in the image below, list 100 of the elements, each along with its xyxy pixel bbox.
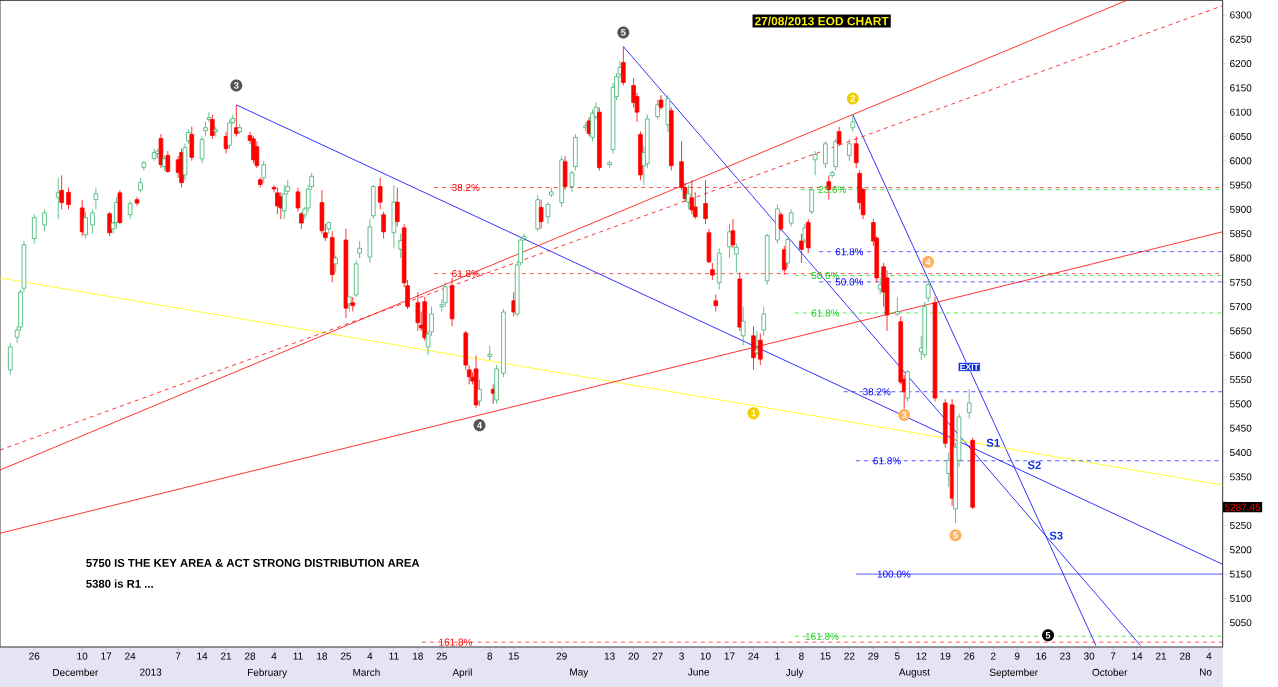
y-tick-label: 5400 [1230, 448, 1252, 457]
x-tick-label: 29 [868, 652, 879, 660]
x-tick-label: 25 [436, 652, 447, 660]
annotation: S2 [1027, 461, 1041, 470]
candlestick [658, 94, 664, 111]
x-tick-label: 15 [820, 652, 831, 660]
text: June [687, 668, 709, 676]
annotation: 38.2% [452, 183, 480, 192]
y-tick-label: 6100 [1230, 108, 1252, 116]
y-tick-label: 5750 [1230, 278, 1252, 286]
y-tick-label: 5550 [1230, 376, 1252, 384]
candlestick [477, 379, 482, 407]
y-tick-label: 6200 [1230, 60, 1252, 68]
candlestick [809, 187, 814, 215]
candlestick [734, 243, 739, 274]
text: March [353, 668, 380, 676]
y-tick-label: 6150 [1230, 84, 1252, 92]
candlestick [778, 211, 784, 232]
x-tick-label: 15 [508, 652, 519, 660]
candlestick [83, 211, 88, 239]
candlestick [785, 235, 791, 269]
annotation: 3 [233, 82, 239, 89]
x-tick-label: 10 [700, 652, 711, 660]
x-tick-label: 23 [1060, 652, 1071, 660]
x-tick-label: 8 [799, 652, 804, 660]
candlestick [545, 201, 551, 225]
annotation: S3 [1049, 531, 1063, 540]
annotation: 50.0% [835, 278, 864, 286]
candlestick [295, 187, 301, 213]
y-tick-label: 5900 [1230, 205, 1252, 213]
x-tick-label: 14 [197, 652, 208, 660]
x-tick-label: 30 [1083, 652, 1095, 660]
candlestick [925, 279, 931, 303]
x-tick-label: 4 [1206, 652, 1212, 660]
x-tick-label: 22 [844, 652, 855, 660]
annotation: 161.8% [439, 638, 473, 646]
candlestick [966, 388, 972, 419]
text: July [785, 668, 804, 678]
annotation: 1 [751, 409, 756, 417]
candlestick [90, 209, 95, 235]
y-tick-label: 5450 [1230, 424, 1252, 432]
x-tick-label: 12 [916, 652, 927, 660]
text: December [53, 668, 99, 676]
annotation: EXIT [960, 363, 979, 370]
candlestick [853, 136, 859, 169]
annotation: 4 [477, 422, 483, 429]
candlestick [254, 140, 260, 169]
x-tick-label: 16 [1036, 652, 1047, 660]
x-tick-label: 14 [1132, 652, 1143, 660]
annotation: 2 [850, 95, 855, 102]
candlestick [621, 46, 626, 86]
x-tick-label: 7 [1110, 652, 1116, 660]
candlestick [802, 223, 808, 244]
candlestick [758, 332, 763, 366]
x-tick-label: 17 [101, 652, 112, 660]
candlestick [823, 140, 828, 169]
x-tick-label: 4 [271, 652, 277, 660]
x-tick-label: 10 [77, 652, 88, 660]
x-tick-label: 20 [628, 652, 639, 660]
candlestick [381, 211, 386, 239]
text: August [898, 668, 930, 678]
candlestick [487, 345, 493, 361]
candlestick [278, 191, 284, 220]
x-tick-label: 9 [1014, 652, 1020, 660]
candlestick [377, 177, 383, 210]
y-tick-label: 6250 [1230, 35, 1252, 43]
text: May [570, 668, 589, 678]
y-tick-label: 5200 [1230, 546, 1252, 554]
x-tick-label: 18 [317, 652, 328, 660]
candlestick [134, 196, 140, 206]
x-tick-label: 29 [556, 652, 567, 660]
x-tick-label: 21 [221, 652, 232, 660]
text: No [1200, 668, 1212, 676]
y-tick-label: 6300 [1230, 11, 1252, 19]
annotation: 61.8% [835, 248, 864, 256]
candlestick [107, 211, 112, 237]
annotation: 38.2% [863, 388, 891, 396]
x-tick-label: 28 [1179, 652, 1191, 660]
x-tick-label: 24 [748, 652, 759, 660]
y-tick-label: 5100 [1230, 594, 1252, 602]
x-tick-label: 26 [964, 652, 975, 660]
annotation: 5750 IS THE KEY AREA & ACT STRONG DISTRIBUTION AREA [86, 558, 420, 567]
candlestick [395, 187, 400, 227]
candlestick [761, 306, 767, 337]
text: September [989, 668, 1038, 678]
candlestick [227, 119, 232, 150]
y-tick-label: 5700 [1230, 303, 1252, 311]
y-tick-label: 6050 [1230, 132, 1252, 140]
y-tick-label: 5500 [1230, 400, 1252, 408]
candlestick [93, 187, 99, 210]
candlestick [895, 296, 900, 317]
x-tick-label: 17 [724, 652, 735, 660]
candlestick [754, 330, 760, 356]
x-tick-label: 4 [367, 652, 373, 660]
annotation: 161.8% [805, 632, 839, 640]
x-tick-label: 18 [413, 652, 423, 660]
candlestick [799, 233, 804, 264]
annotation: 100.0% [877, 570, 911, 578]
y-tick-label: 5050 [1230, 619, 1252, 627]
candlestick [730, 218, 736, 249]
